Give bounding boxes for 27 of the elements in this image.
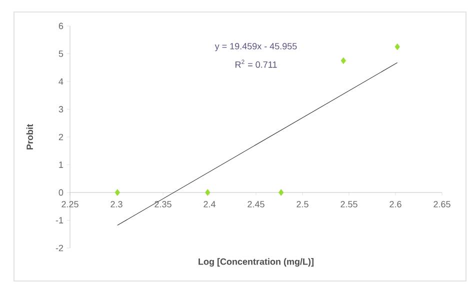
y-tick-label: 6 — [58, 22, 64, 30]
annotation: y = 19.459x - 45.955 — [214, 43, 297, 52]
point — [205, 189, 210, 196]
x-tick-label: 2.25 — [62, 201, 78, 208]
annotation: R$^{2}$ = 0.711 — [236, 60, 277, 68]
y-tick-label: 3 — [58, 106, 64, 112]
y-tick-label: 1 — [59, 162, 64, 168]
y-tick-label: -2 — [56, 244, 64, 252]
y-tick-label: 4 — [58, 78, 64, 85]
x-tick-label: 2.55 — [340, 201, 358, 208]
y-tick-label: 5 — [58, 50, 64, 57]
point — [340, 57, 346, 64]
x-tick-label: 2.3 — [110, 201, 122, 208]
x-tick-label: 2.6 — [390, 201, 402, 208]
y-tick-label: -1 — [56, 217, 64, 224]
x-tick-label: 2.35 — [154, 201, 172, 208]
x-tick-label: 2.65 — [434, 201, 450, 208]
y-axis-title: Probit — [26, 124, 34, 150]
point — [278, 189, 284, 196]
x-tick-label: 2.45 — [248, 201, 264, 208]
y-tick-label: 0 — [58, 189, 64, 196]
point — [114, 189, 120, 196]
x-axis-title: Log [Concentration (mg/L)] — [198, 258, 314, 267]
y-tick-label: 2 — [58, 134, 64, 140]
x-tick-label: 2.4 — [204, 201, 216, 208]
point — [394, 43, 400, 50]
x-tick-label: 2.5 — [296, 201, 308, 208]
